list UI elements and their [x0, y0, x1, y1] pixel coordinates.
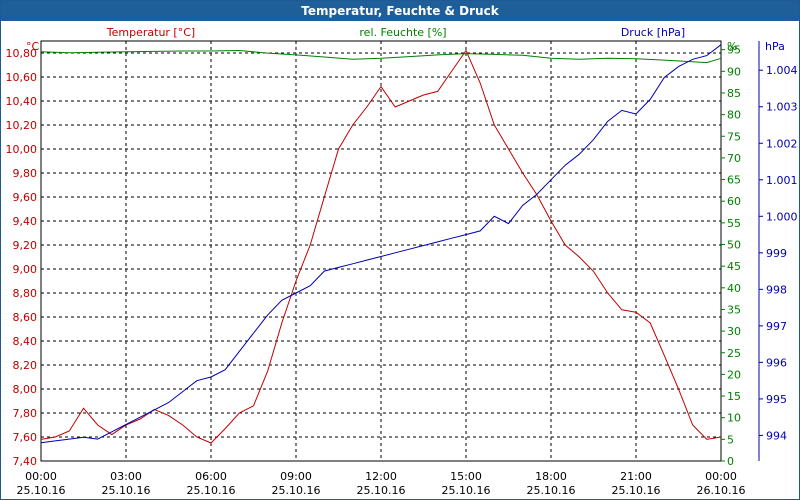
pressure-tick-label: 1.002 — [766, 137, 798, 150]
humidity-tick-label: 25 — [727, 347, 741, 360]
pressure-tick-label: 1.001 — [766, 174, 798, 187]
x-tick-date-label: 25.10.16 — [17, 484, 66, 497]
temperature-tick-label: 7,60 — [13, 431, 38, 444]
x-tick-time-label: 00:00 — [705, 470, 737, 483]
temperature-tick-label: 7,40 — [13, 455, 38, 468]
pressure-tick-label: 1.004 — [766, 64, 798, 77]
pressure-tick-label: 995 — [766, 393, 787, 406]
temperature-tick-label: 10,80 — [6, 47, 38, 60]
pressure-tick-label: 999 — [766, 247, 787, 260]
pressure-tick-label: 1.000 — [766, 210, 798, 223]
temperature-tick-label: 8,00 — [13, 383, 38, 396]
humidity-tick-label: 10 — [727, 412, 741, 425]
temperature-tick-label: 8,20 — [13, 359, 38, 372]
humidity-tick-label: 60 — [727, 195, 741, 208]
humidity-tick-label: 50 — [727, 239, 741, 252]
pressure-unit-label: hPa — [765, 40, 785, 53]
humidity-tick-label: 85 — [727, 87, 741, 100]
humidity-tick-label: 95 — [727, 44, 741, 57]
x-tick-time-label: 18:00 — [535, 470, 567, 483]
window-title: Temperatur, Feuchte & Druck — [1, 1, 799, 21]
x-tick-time-label: 15:00 — [450, 470, 482, 483]
temperature-tick-label: 8,60 — [13, 311, 38, 324]
x-tick-time-label: 12:00 — [365, 470, 397, 483]
x-tick-time-label: 06:00 — [195, 470, 227, 483]
x-tick-time-label: 09:00 — [280, 470, 312, 483]
humidity-tick-label: 45 — [727, 260, 741, 273]
x-tick-date-label: 25.10.16 — [527, 484, 576, 497]
humidity-tick-label: 0 — [727, 455, 734, 468]
temperature-tick-label: 9,60 — [13, 191, 38, 204]
x-tick-date-label: 25.10.16 — [612, 484, 661, 497]
humidity-tick-label: 65 — [727, 174, 741, 187]
humidity-tick-label: 35 — [727, 303, 741, 316]
temperature-tick-label: 10,20 — [6, 119, 38, 132]
x-tick-date-label: 25.10.16 — [357, 484, 406, 497]
x-tick-time-label: 03:00 — [110, 470, 142, 483]
temperature-tick-label: 7,80 — [13, 407, 38, 420]
x-tick-date-label: 25.10.16 — [272, 484, 321, 497]
x-tick-date-label: 25.10.16 — [102, 484, 151, 497]
humidity-tick-label: 75 — [727, 130, 741, 143]
pressure-axis-title: Druck [hPa] — [621, 26, 685, 39]
humidity-unit-label: % — [727, 40, 737, 53]
pressure-tick-label: 996 — [766, 356, 787, 369]
temperature-tick-label: 10,00 — [6, 143, 38, 156]
x-tick-time-label: 21:00 — [620, 470, 652, 483]
pressure-series-line — [40, 44, 722, 444]
temperature-tick-label: 9,00 — [13, 263, 38, 276]
humidity-tick-label: 20 — [727, 368, 741, 381]
temperature-tick-label: 8,40 — [13, 335, 38, 348]
pressure-tick-label: 998 — [766, 283, 787, 296]
x-tick-time-label: 00:00 — [25, 470, 57, 483]
humidity-tick-label: 5 — [727, 433, 734, 446]
humidity-tick-label: 15 — [727, 390, 741, 403]
temperature-tick-label: 8,80 — [13, 287, 38, 300]
temperature-axis-title: Temperatur [°C] — [106, 26, 195, 39]
humidity-tick-label: 90 — [727, 65, 741, 78]
x-tick-date-label: 25.10.16 — [442, 484, 491, 497]
humidity-tick-label: 70 — [727, 152, 741, 165]
temperature-tick-label: 9,20 — [13, 239, 38, 252]
pressure-tick-label: 994 — [766, 429, 787, 442]
x-tick-date-label: 25.10.16 — [187, 484, 236, 497]
temperature-tick-label: 10,60 — [6, 71, 38, 84]
temperature-tick-label: 9,40 — [13, 215, 38, 228]
pressure-tick-label: 997 — [766, 320, 787, 333]
temperature-tick-label: 9,80 — [13, 167, 38, 180]
humidity-axis-title: rel. Feuchte [%] — [359, 26, 446, 39]
humidity-tick-label: 80 — [727, 109, 741, 122]
humidity-tick-label: 55 — [727, 217, 741, 230]
temperature-tick-label: 10,40 — [6, 95, 38, 108]
x-tick-date-label: 26.10.16 — [697, 484, 746, 497]
humidity-tick-label: 30 — [727, 325, 741, 338]
pressure-tick-label: 1.003 — [766, 101, 798, 114]
humidity-series-line — [40, 49, 722, 64]
temperature-unit-label: °C — [26, 40, 40, 53]
humidity-tick-label: 40 — [727, 282, 741, 295]
